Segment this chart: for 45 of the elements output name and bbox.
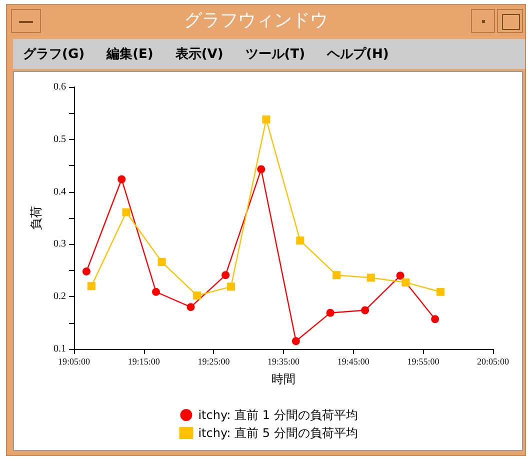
point <box>193 292 202 300</box>
point <box>82 267 90 276</box>
x-tick-label: 19:25:00 <box>198 356 230 366</box>
legend-label: itchy: 直前 5 分間の負荷平均 <box>198 426 358 440</box>
point <box>396 272 404 280</box>
point <box>152 288 160 296</box>
y-axis-title: 負荷 <box>29 206 43 230</box>
x-tick-label: 19:15:00 <box>128 356 160 366</box>
point <box>158 258 166 266</box>
point <box>402 278 410 286</box>
point <box>257 165 266 174</box>
point <box>87 282 96 290</box>
point <box>436 288 444 296</box>
y-tick-label: 0.2 <box>54 291 66 302</box>
chart-title: グラフウィンドウ <box>183 9 329 33</box>
text: グラフ(G) <box>23 46 85 63</box>
x-tick-label: 19:45:00 <box>337 356 370 366</box>
point <box>122 208 130 216</box>
x-tick-label: 19:05:00 <box>58 356 90 366</box>
point <box>366 274 375 282</box>
point <box>118 175 126 184</box>
text: 表示(V) <box>175 46 224 63</box>
x-axis-title: 時間 <box>272 372 296 386</box>
y-tick-label: 0.1 <box>54 344 66 354</box>
text: 編集(E) <box>106 46 154 63</box>
x-tick-label: 19:35:00 <box>267 356 300 366</box>
point <box>361 306 370 314</box>
x-tick-label: 19:55:00 <box>407 356 440 366</box>
text: ヘルプ(H) <box>327 46 389 63</box>
point <box>262 115 270 124</box>
point <box>227 282 235 291</box>
point <box>296 236 304 245</box>
point <box>431 315 440 324</box>
y-tick-label: 0.4 <box>54 186 66 198</box>
y-tick-label: 0.5 <box>54 134 66 145</box>
y-tick-label: 0.6 <box>54 82 66 92</box>
x-tick-label: 20:05:00 <box>476 356 510 366</box>
legend-label: itchy: 直前 1 分間の負荷平均 <box>198 408 358 422</box>
point <box>222 271 230 280</box>
y-tick-label: 0.3 <box>54 238 66 250</box>
point <box>292 337 300 346</box>
point <box>332 271 341 280</box>
text: ツール(T) <box>245 46 306 63</box>
point <box>186 303 195 312</box>
point <box>326 308 334 317</box>
